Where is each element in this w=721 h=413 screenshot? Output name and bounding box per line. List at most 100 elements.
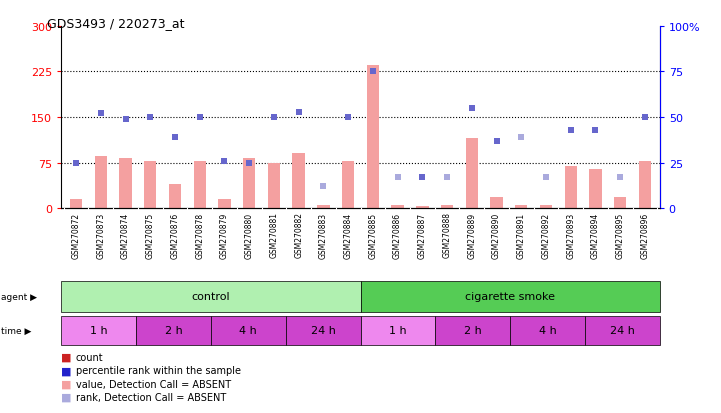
Text: ■: ■: [61, 352, 72, 362]
Text: GSM270893: GSM270893: [566, 212, 575, 258]
Text: 1 h: 1 h: [389, 325, 407, 335]
Point: [342, 114, 354, 121]
Text: GSM270896: GSM270896: [640, 212, 650, 258]
Text: GSM270894: GSM270894: [591, 212, 600, 258]
Bar: [144, 161, 156, 209]
Text: GSM270892: GSM270892: [541, 212, 550, 258]
Text: GSM270875: GSM270875: [146, 212, 155, 258]
Text: GSM270895: GSM270895: [616, 212, 624, 258]
Text: GSM270874: GSM270874: [121, 212, 130, 258]
Bar: [515, 206, 528, 209]
Bar: [70, 199, 82, 209]
Bar: [218, 199, 231, 209]
Point: [417, 174, 428, 181]
Text: GSM270888: GSM270888: [443, 212, 451, 258]
Bar: [317, 206, 329, 209]
Bar: [243, 159, 255, 209]
Text: GSM270876: GSM270876: [171, 212, 180, 258]
Point: [169, 134, 181, 141]
Text: value, Detection Call = ABSENT: value, Detection Call = ABSENT: [76, 379, 231, 389]
Text: 2 h: 2 h: [164, 325, 182, 335]
Bar: [211, 316, 286, 345]
Bar: [120, 159, 132, 209]
Text: rank, Detection Call = ABSENT: rank, Detection Call = ABSENT: [76, 392, 226, 402]
Point: [218, 158, 230, 165]
Bar: [61, 316, 136, 345]
Text: GSM270885: GSM270885: [368, 212, 377, 258]
Text: 4 h: 4 h: [539, 325, 557, 335]
Text: 24 h: 24 h: [311, 325, 335, 335]
Text: GSM270889: GSM270889: [467, 212, 477, 258]
Point: [516, 134, 527, 141]
Text: ■: ■: [61, 366, 72, 375]
Text: GSM270884: GSM270884: [344, 212, 353, 258]
Point: [95, 111, 107, 117]
Bar: [286, 316, 360, 345]
Bar: [565, 166, 577, 209]
Bar: [367, 66, 379, 209]
Text: GSM270882: GSM270882: [294, 212, 303, 258]
Text: cigarette smoke: cigarette smoke: [465, 291, 555, 301]
Bar: [589, 169, 601, 209]
Bar: [540, 206, 552, 209]
Point: [144, 114, 156, 121]
Bar: [94, 157, 107, 209]
Text: 2 h: 2 h: [464, 325, 482, 335]
Bar: [510, 316, 585, 345]
Text: ■: ■: [61, 379, 72, 389]
Bar: [193, 161, 206, 209]
Point: [565, 127, 577, 134]
Text: 1 h: 1 h: [90, 325, 107, 335]
Bar: [466, 139, 478, 209]
Text: count: count: [76, 352, 103, 362]
Text: 24 h: 24 h: [610, 325, 634, 335]
Point: [441, 174, 453, 181]
Text: GSM270890: GSM270890: [492, 212, 501, 258]
Point: [614, 174, 626, 181]
Bar: [61, 281, 360, 312]
Point: [540, 174, 552, 181]
Bar: [360, 281, 660, 312]
Text: GDS3493 / 220273_at: GDS3493 / 220273_at: [47, 17, 185, 29]
Point: [318, 183, 329, 190]
Point: [120, 116, 131, 123]
Bar: [169, 184, 181, 209]
Point: [268, 114, 280, 121]
Point: [367, 69, 379, 76]
Text: GSM270887: GSM270887: [418, 212, 427, 258]
Point: [639, 114, 650, 121]
Bar: [639, 161, 651, 209]
Point: [590, 127, 601, 134]
Bar: [342, 161, 354, 209]
Bar: [585, 316, 660, 345]
Text: GSM270878: GSM270878: [195, 212, 204, 258]
Text: 4 h: 4 h: [239, 325, 257, 335]
Text: GSM270883: GSM270883: [319, 212, 328, 258]
Text: GSM270886: GSM270886: [393, 212, 402, 258]
Bar: [267, 163, 280, 209]
Bar: [416, 207, 428, 209]
Bar: [293, 154, 305, 209]
Text: control: control: [192, 291, 230, 301]
Text: percentile rank within the sample: percentile rank within the sample: [76, 366, 241, 375]
Text: GSM270872: GSM270872: [71, 212, 81, 258]
Text: GSM270873: GSM270873: [97, 212, 105, 258]
Bar: [490, 198, 503, 209]
Bar: [392, 206, 404, 209]
Text: GSM270881: GSM270881: [270, 212, 278, 258]
Text: GSM270880: GSM270880: [244, 212, 254, 258]
Text: agent ▶: agent ▶: [1, 292, 37, 301]
Point: [244, 160, 255, 166]
Bar: [614, 198, 627, 209]
Text: ■: ■: [61, 392, 72, 402]
Bar: [441, 206, 454, 209]
Bar: [136, 316, 211, 345]
Point: [491, 138, 503, 145]
Bar: [435, 316, 510, 345]
Point: [71, 160, 82, 166]
Point: [293, 109, 304, 116]
Bar: [360, 316, 435, 345]
Text: time ▶: time ▶: [1, 326, 31, 335]
Text: GSM270879: GSM270879: [220, 212, 229, 258]
Point: [392, 174, 403, 181]
